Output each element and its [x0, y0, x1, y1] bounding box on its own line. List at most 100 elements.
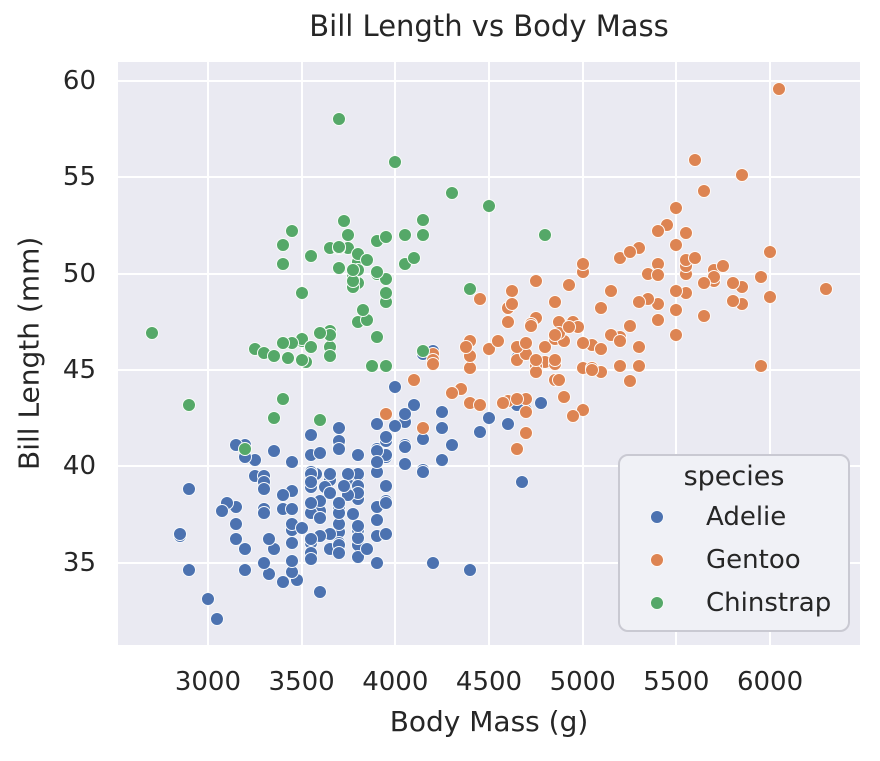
data-point-chinstrap — [332, 239, 347, 254]
data-point-gentoo — [669, 200, 684, 215]
data-point-adelie — [388, 418, 403, 433]
data-point-adelie — [369, 513, 384, 528]
legend-item-adelie: Adelie — [620, 495, 848, 538]
data-point-gentoo — [510, 441, 525, 456]
data-point-gentoo — [547, 328, 562, 343]
y-tick-label: 45 — [62, 354, 96, 385]
data-point-adelie — [285, 501, 300, 516]
data-point-adelie — [200, 592, 215, 607]
gridline-horizontal — [118, 368, 860, 371]
data-point-chinstrap — [275, 237, 290, 252]
data-point-adelie — [303, 495, 318, 510]
data-point-adelie — [336, 478, 351, 493]
data-point-chinstrap — [416, 343, 431, 358]
data-point-chinstrap — [360, 253, 375, 268]
data-point-chinstrap — [397, 227, 412, 242]
data-point-gentoo — [519, 426, 534, 441]
data-point-gentoo — [491, 333, 506, 348]
data-point-gentoo — [688, 152, 703, 167]
data-point-gentoo — [472, 397, 487, 412]
y-tick-label: 35 — [62, 547, 96, 578]
chinstrap-marker-icon — [650, 595, 664, 610]
data-point-gentoo — [472, 291, 487, 306]
data-point-chinstrap — [341, 227, 356, 242]
data-point-gentoo — [425, 357, 440, 372]
data-point-chinstrap — [303, 249, 318, 264]
data-point-gentoo — [650, 268, 665, 283]
data-point-adelie — [444, 438, 459, 453]
data-point-adelie — [238, 563, 253, 578]
data-point-chinstrap — [538, 227, 553, 242]
data-point-adelie — [378, 495, 393, 510]
data-point-chinstrap — [275, 335, 290, 350]
data-point-adelie — [463, 563, 478, 578]
data-point-gentoo — [763, 245, 778, 260]
data-point-gentoo — [697, 183, 712, 198]
x-tick-label: 6000 — [736, 667, 804, 697]
gridline-vertical — [581, 62, 584, 645]
data-point-gentoo — [575, 335, 590, 350]
data-point-gentoo — [561, 278, 576, 293]
data-point-chinstrap — [294, 285, 309, 300]
plot-area: species Adelie Gentoo Chinstrap — [118, 62, 860, 645]
data-point-chinstrap — [369, 330, 384, 345]
data-point-adelie — [332, 420, 347, 435]
data-point-gentoo — [416, 420, 431, 435]
data-point-gentoo — [505, 283, 520, 298]
y-tick-label: 40 — [62, 451, 96, 482]
data-point-adelie — [294, 520, 309, 535]
data-point-adelie — [275, 488, 290, 503]
data-point-adelie — [266, 443, 281, 458]
data-point-chinstrap — [294, 353, 309, 368]
data-point-adelie — [435, 420, 450, 435]
x-tick-label: 3000 — [174, 667, 242, 697]
data-point-gentoo — [575, 256, 590, 271]
data-point-adelie — [261, 532, 276, 547]
data-point-gentoo — [500, 314, 515, 329]
gridline-horizontal — [118, 272, 860, 275]
data-point-gentoo — [631, 339, 646, 354]
data-point-adelie — [369, 416, 384, 431]
data-point-adelie — [313, 584, 328, 599]
legend-label: Chinstrap — [706, 587, 832, 618]
data-point-gentoo — [594, 301, 609, 316]
data-point-chinstrap — [332, 112, 347, 127]
gridline-vertical — [675, 62, 678, 645]
data-point-gentoo — [734, 168, 749, 183]
data-point-adelie — [332, 495, 347, 510]
data-point-gentoo — [613, 359, 628, 374]
data-point-gentoo — [631, 359, 646, 374]
data-point-chinstrap — [285, 224, 300, 239]
legend: species Adelie Gentoo Chinstrap — [618, 454, 850, 632]
data-point-chinstrap — [336, 214, 351, 229]
data-point-gentoo — [669, 283, 684, 298]
data-point-gentoo — [547, 295, 562, 310]
data-point-chinstrap — [280, 351, 295, 366]
data-point-chinstrap — [303, 339, 318, 354]
data-point-chinstrap — [416, 212, 431, 227]
data-point-chinstrap — [444, 185, 459, 200]
data-point-gentoo — [505, 297, 520, 312]
x-tick-label: 3500 — [268, 667, 335, 697]
data-point-gentoo — [613, 333, 628, 348]
data-point-chinstrap — [332, 260, 347, 275]
data-point-gentoo — [763, 289, 778, 304]
data-point-gentoo — [697, 276, 712, 291]
data-point-chinstrap — [238, 441, 253, 456]
data-point-chinstrap — [388, 154, 403, 169]
data-point-adelie — [416, 465, 431, 480]
data-point-adelie — [303, 532, 318, 547]
data-point-adelie — [182, 482, 197, 497]
data-point-gentoo — [716, 258, 731, 273]
data-point-gentoo — [678, 226, 693, 241]
x-tick-label: 4500 — [455, 667, 523, 697]
data-point-gentoo — [585, 362, 600, 377]
data-point-adelie — [182, 563, 197, 578]
data-point-gentoo — [753, 359, 768, 374]
data-point-chinstrap — [144, 326, 159, 341]
y-axis-ticks: 35 40 45 50 55 60 — [0, 62, 96, 645]
legend-label: Gentoo — [706, 544, 801, 575]
data-point-chinstrap — [266, 349, 281, 364]
data-point-gentoo — [458, 339, 473, 354]
data-point-gentoo — [622, 374, 637, 389]
